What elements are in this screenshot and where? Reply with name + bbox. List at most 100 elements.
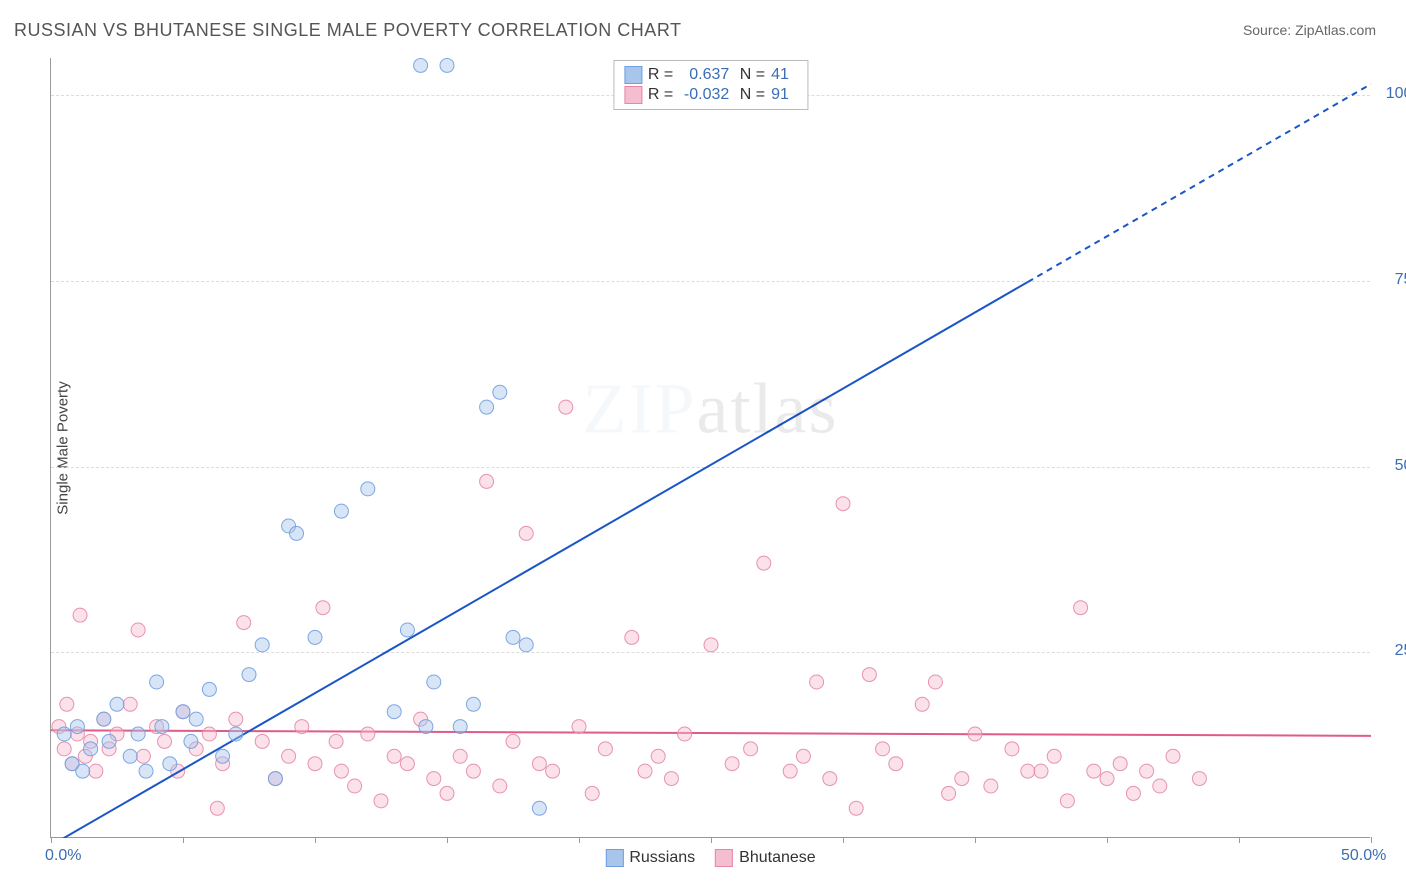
source-label: Source: ZipAtlas.com <box>1243 22 1376 38</box>
bhutanese-point <box>329 734 343 748</box>
bhutanese-point <box>400 757 414 771</box>
russians-point <box>532 801 546 815</box>
russians-point <box>427 675 441 689</box>
bhutanese-point <box>725 757 739 771</box>
n-label: N = <box>735 86 765 104</box>
russians-point <box>334 504 348 518</box>
russians-point <box>466 697 480 711</box>
legend-swatch <box>624 86 642 104</box>
bhutanese-point <box>836 497 850 511</box>
bhutanese-point <box>559 400 573 414</box>
legend-item: Russians <box>605 849 695 867</box>
bhutanese-point <box>585 786 599 800</box>
russians-point <box>76 764 90 778</box>
russians-point <box>400 623 414 637</box>
bhutanese-point <box>744 742 758 756</box>
russians-trendline-dashed <box>1028 84 1371 282</box>
bhutanese-point <box>823 772 837 786</box>
russians-point <box>268 772 282 786</box>
russians-point <box>480 400 494 414</box>
plot-area: Single Male Poverty 25.0%50.0%75.0%100.0… <box>50 58 1370 838</box>
russians-point <box>131 727 145 741</box>
russians-point <box>229 727 243 741</box>
stats-row: R =0.637 N =41 <box>624 65 797 85</box>
bhutanese-point <box>638 764 652 778</box>
bhutanese-point <box>915 697 929 711</box>
russians-point <box>242 668 256 682</box>
bhutanese-point <box>1126 786 1140 800</box>
russians-point <box>150 675 164 689</box>
bhutanese-point <box>210 801 224 815</box>
bhutanese-point <box>796 749 810 763</box>
stats-row: R =-0.032 N =91 <box>624 85 797 105</box>
r-label: R = <box>648 66 673 84</box>
bhutanese-point <box>316 601 330 615</box>
y-tick-label: 25.0% <box>1380 642 1406 660</box>
bhutanese-point <box>1060 794 1074 808</box>
bhutanese-point <box>202 727 216 741</box>
bhutanese-point <box>136 749 150 763</box>
bhutanese-point <box>480 474 494 488</box>
bhutanese-point <box>440 786 454 800</box>
bhutanese-point <box>308 757 322 771</box>
bhutanese-point <box>229 712 243 726</box>
russians-point <box>493 385 507 399</box>
bhutanese-point <box>928 675 942 689</box>
russians-point <box>519 638 533 652</box>
bhutanese-point <box>466 764 480 778</box>
y-tick-label: 50.0% <box>1380 457 1406 475</box>
russians-point <box>110 697 124 711</box>
russians-point <box>139 764 153 778</box>
bhutanese-point <box>876 742 890 756</box>
bhutanese-point <box>123 697 137 711</box>
russians-point <box>176 705 190 719</box>
bhutanese-point <box>1100 772 1114 786</box>
bhutanese-point <box>889 757 903 771</box>
legend-swatch <box>624 66 642 84</box>
bhutanese-point <box>704 638 718 652</box>
russians-point <box>184 734 198 748</box>
russians-point <box>290 526 304 540</box>
y-tick-label: 75.0% <box>1380 271 1406 289</box>
bhutanese-point <box>1034 764 1048 778</box>
bhutanese-point <box>757 556 771 570</box>
bhutanese-point <box>1153 779 1167 793</box>
russians-point <box>216 749 230 763</box>
bhutanese-point <box>678 727 692 741</box>
bhutanese-point <box>334 764 348 778</box>
bhutanese-point <box>57 742 71 756</box>
stats-legend-box: R =0.637 N =41R =-0.032 N =91 <box>613 60 808 110</box>
bhutanese-point <box>519 526 533 540</box>
russians-point <box>84 742 98 756</box>
bhutanese-point <box>348 779 362 793</box>
bhutanese-point <box>651 749 665 763</box>
y-tick-label: 100.0% <box>1380 85 1406 103</box>
bhutanese-point <box>282 749 296 763</box>
bhutanese-point <box>625 630 639 644</box>
bhutanese-point <box>1047 749 1061 763</box>
bhutanese-point <box>506 734 520 748</box>
russians-point <box>419 720 433 734</box>
russians-point <box>57 727 71 741</box>
bhutanese-point <box>984 779 998 793</box>
bhutanese-point <box>237 616 251 630</box>
n-label: N = <box>735 66 765 84</box>
bhutanese-point <box>374 794 388 808</box>
chart-title: RUSSIAN VS BHUTANESE SINGLE MALE POVERTY… <box>14 20 681 41</box>
legend-label: Bhutanese <box>739 849 816 867</box>
bhutanese-point <box>453 749 467 763</box>
russians-point <box>255 638 269 652</box>
russians-point <box>123 749 137 763</box>
bhutanese-point <box>532 757 546 771</box>
bhutanese-point <box>60 697 74 711</box>
legend-swatch <box>605 849 623 867</box>
bhutanese-point <box>1140 764 1154 778</box>
bhutanese-point <box>1074 601 1088 615</box>
n-value: 41 <box>771 66 797 84</box>
bhutanese-point <box>810 675 824 689</box>
bhutanese-point <box>598 742 612 756</box>
bhutanese-point <box>131 623 145 637</box>
bhutanese-point <box>572 720 586 734</box>
russians-point <box>202 682 216 696</box>
russians-point <box>102 734 116 748</box>
